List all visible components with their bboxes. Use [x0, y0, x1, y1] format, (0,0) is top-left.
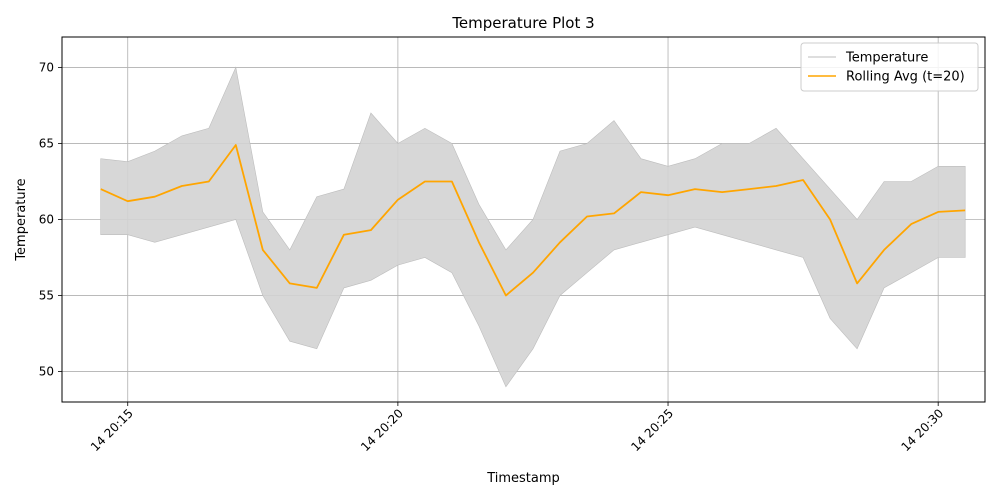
legend-label-temperature: Temperature — [845, 51, 928, 66]
y-axis-label: Temperature — [14, 178, 29, 261]
y-tick-label: 70 — [39, 60, 54, 74]
legend-box — [800, 42, 979, 92]
rolling-avg-line — [100, 144, 966, 297]
y-axis-ticks: 50 55 60 65 70 — [39, 60, 62, 379]
temperature-band — [100, 66, 966, 388]
legend: Temperature Rolling Avg (t=20) — [800, 42, 979, 92]
temperature-range-area — [100, 66, 966, 388]
y-tick-label: 65 — [39, 136, 54, 150]
legend-label-rolling-avg: Rolling Avg (t=20) — [846, 70, 965, 85]
x-axis-label: Timestamp — [486, 471, 560, 486]
chart-title: Temperature Plot 3 — [451, 14, 594, 32]
y-tick-label: 55 — [39, 289, 54, 303]
rolling-avg-line-group — [100, 144, 966, 297]
y-tick-label: 60 — [39, 213, 54, 227]
y-tick-label: 50 — [39, 365, 54, 379]
